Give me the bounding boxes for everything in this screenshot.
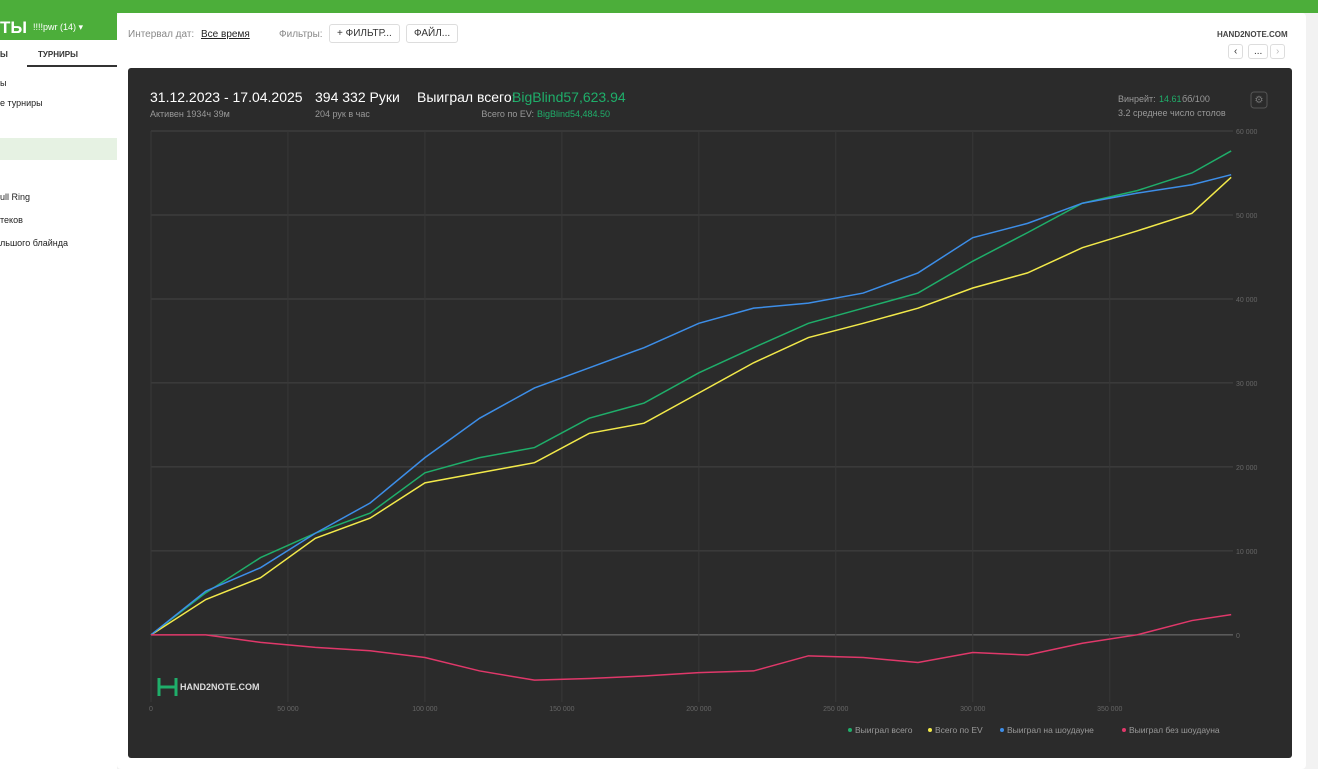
logo: HAND2NOTE.COM	[1217, 30, 1288, 39]
settings-button[interactable]	[1250, 91, 1268, 109]
chart: 31.12.2023 - 17.04.2025 Активен 1934ч 39…	[149, 89, 1268, 735]
watermark: HAND2NOTE.COM	[180, 682, 260, 692]
menu-item[interactable]: е турниры	[0, 98, 43, 108]
menu-item[interactable]: льшого блайнда	[0, 238, 69, 248]
active-time: Активен 1934ч 39м	[150, 109, 230, 119]
nav-next[interactable]: ›	[1270, 44, 1286, 59]
watermark-icon	[157, 678, 178, 696]
legend-label: Выиграл без шоудауна	[1129, 725, 1220, 735]
date-select[interactable]: Все время	[201, 29, 250, 40]
selected-row	[0, 138, 117, 160]
y-tick-label: 50 000	[1236, 213, 1258, 220]
menu-item[interactable]: теков	[0, 215, 23, 225]
player-select[interactable]: !!!!pwr (14) ▾	[33, 22, 84, 32]
winrate-value: 14.61	[1159, 94, 1182, 104]
x-tick-label: 100 000	[412, 706, 437, 713]
ev-value: BigBlind54,484.50	[537, 109, 610, 119]
tables: 3.2 среднее число столов	[1118, 108, 1226, 118]
date-label: Интервал дат:	[128, 29, 195, 40]
y-tick-label: 30 000	[1236, 381, 1258, 388]
x-tick-label: 250 000	[823, 706, 848, 713]
top-bar	[0, 0, 1318, 13]
tab-underline	[27, 65, 117, 67]
x-tick-label: 350 000	[1097, 706, 1122, 713]
series-line	[151, 613, 1232, 681]
legend-label: Всего по EV	[935, 725, 983, 735]
x-tick-label: 50 000	[277, 706, 299, 713]
winrate-label: Винрейт:	[1118, 94, 1156, 104]
x-tick-label: 300 000	[960, 706, 985, 713]
legend-marker	[848, 728, 852, 732]
y-tick-label: 20 000	[1236, 465, 1258, 472]
legend-label: Выиграл всего	[855, 725, 913, 735]
y-tick-label: 10 000	[1236, 549, 1258, 556]
menu-item[interactable]: ы	[0, 78, 7, 88]
chart-panel: 31.12.2023 - 17.04.2025 Активен 1934ч 39…	[128, 68, 1292, 758]
ev-label: Всего по EV:	[481, 109, 534, 119]
menu-item[interactable]: ull Ring	[0, 192, 31, 202]
filter-button[interactable]: + ФИЛЬТР...	[329, 24, 400, 43]
legend-marker	[1122, 728, 1126, 732]
legend-marker	[928, 728, 932, 732]
nav-more[interactable]: ...	[1248, 44, 1269, 59]
won-value: BigBlind57,623.94	[512, 89, 626, 105]
period: 31.12.2023 - 17.04.2025	[150, 89, 303, 105]
tab[interactable]: ТУРНИРЫ	[38, 50, 78, 59]
hands-per-hour: 204 рук в час	[315, 109, 370, 119]
hands: 394 332 Руки	[315, 89, 400, 105]
legend-marker	[1000, 728, 1004, 732]
x-tick-label: 0	[149, 706, 153, 713]
y-tick-label: 40 000	[1236, 297, 1258, 304]
winrate-unit: бб/100	[1182, 94, 1210, 104]
legend-label: Выиграл на шоудауне	[1007, 725, 1094, 735]
section-title: ТЫ	[0, 18, 28, 37]
series-line	[150, 176, 1232, 636]
series-line	[150, 150, 1232, 636]
x-tick-label: 200 000	[686, 706, 711, 713]
tab[interactable]: Ы	[0, 50, 8, 59]
y-tick-label: 0	[1236, 633, 1240, 640]
filters-label: Фильтры:	[279, 29, 323, 40]
file-button[interactable]: ФАЙЛ...	[406, 24, 459, 43]
y-tick-label: 60 000	[1236, 129, 1258, 136]
settings-icon: ⚙	[1255, 95, 1264, 106]
section-header: ТЫ !!!!pwr (14) ▾	[0, 13, 117, 40]
x-tick-label: 150 000	[549, 706, 574, 713]
nav-prev[interactable]: ‹	[1228, 44, 1244, 59]
sidebar: Ы ТУРНИРЫ ы е турниры ull Ring теков льш…	[0, 40, 117, 769]
won-label: Выиграл всего:	[417, 89, 516, 105]
series-line	[150, 173, 1232, 636]
